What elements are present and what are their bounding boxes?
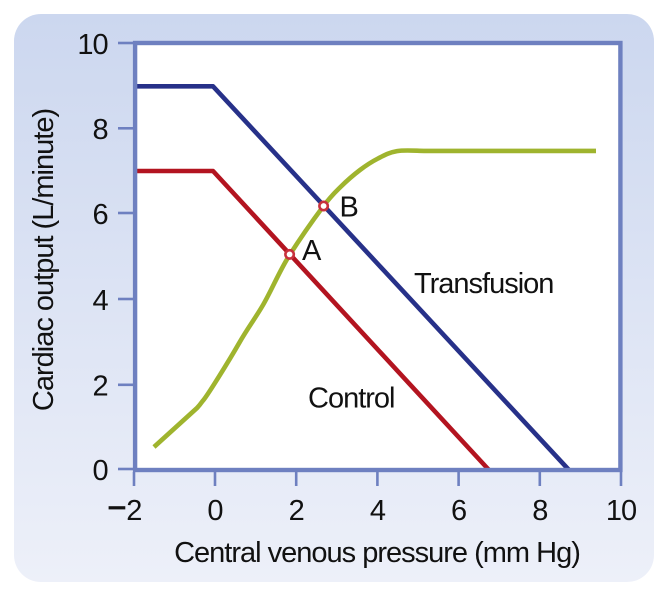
svg-text:4: 4 [370, 495, 386, 527]
svg-text:Transfusion: Transfusion [414, 268, 553, 300]
svg-text:8: 8 [532, 495, 547, 527]
svg-text:8: 8 [92, 114, 107, 146]
svg-text:Central venous pressure (mm Hg: Central venous pressure (mm Hg) [174, 537, 580, 569]
svg-text:4: 4 [92, 285, 108, 317]
svg-text:Cardiac output (L/minute): Cardiac output (L/minute) [28, 109, 60, 411]
svg-text:10: 10 [77, 29, 107, 61]
svg-text:A: A [302, 235, 322, 267]
svg-text:Control: Control [308, 383, 395, 415]
svg-text:0: 0 [92, 455, 107, 487]
svg-text:10: 10 [606, 495, 636, 527]
svg-text:2: 2 [289, 495, 304, 527]
svg-text:6: 6 [92, 199, 107, 231]
svg-text:B: B [340, 192, 358, 224]
svg-text:0: 0 [207, 495, 222, 527]
svg-text:6: 6 [451, 495, 466, 527]
svg-text:2: 2 [92, 371, 107, 403]
svg-text:2: 2 [126, 495, 141, 527]
